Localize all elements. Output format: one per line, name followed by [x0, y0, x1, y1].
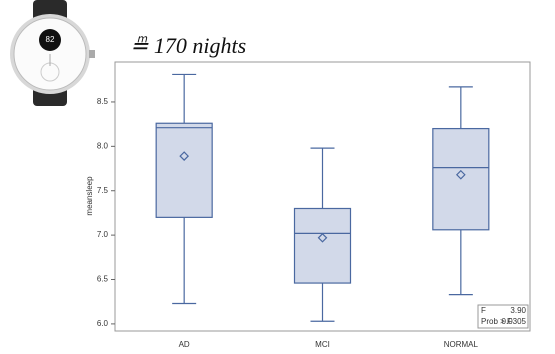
watch-display: 82 — [46, 35, 55, 44]
y-tick-label: 6.5 — [97, 275, 109, 284]
y-tick-label: 8.5 — [97, 97, 109, 106]
chart-title: ≞ 170 nights — [130, 33, 246, 58]
x-tick-label: AD — [179, 340, 190, 349]
stats-value: 3.90 — [510, 306, 526, 315]
box — [295, 208, 351, 283]
y-tick-label: 7.0 — [97, 230, 109, 239]
x-tick-label: MCI — [315, 340, 330, 349]
watch: 82 — [10, 0, 95, 106]
y-tick-label: 6.0 — [97, 319, 109, 328]
x-tick-label: NORMAL — [444, 340, 479, 349]
page: 82 ≞ 170 nights meansleep 6.0 6.5 7.0 7.5 8.… — [0, 0, 555, 354]
box — [156, 123, 212, 217]
stats-label: F — [481, 306, 486, 315]
y-tick-label: 7.5 — [97, 186, 109, 195]
y-axis-label: meansleep — [85, 176, 94, 216]
stats-value: 0.0305 — [502, 317, 527, 326]
y-tick-label: 8.0 — [97, 141, 109, 150]
